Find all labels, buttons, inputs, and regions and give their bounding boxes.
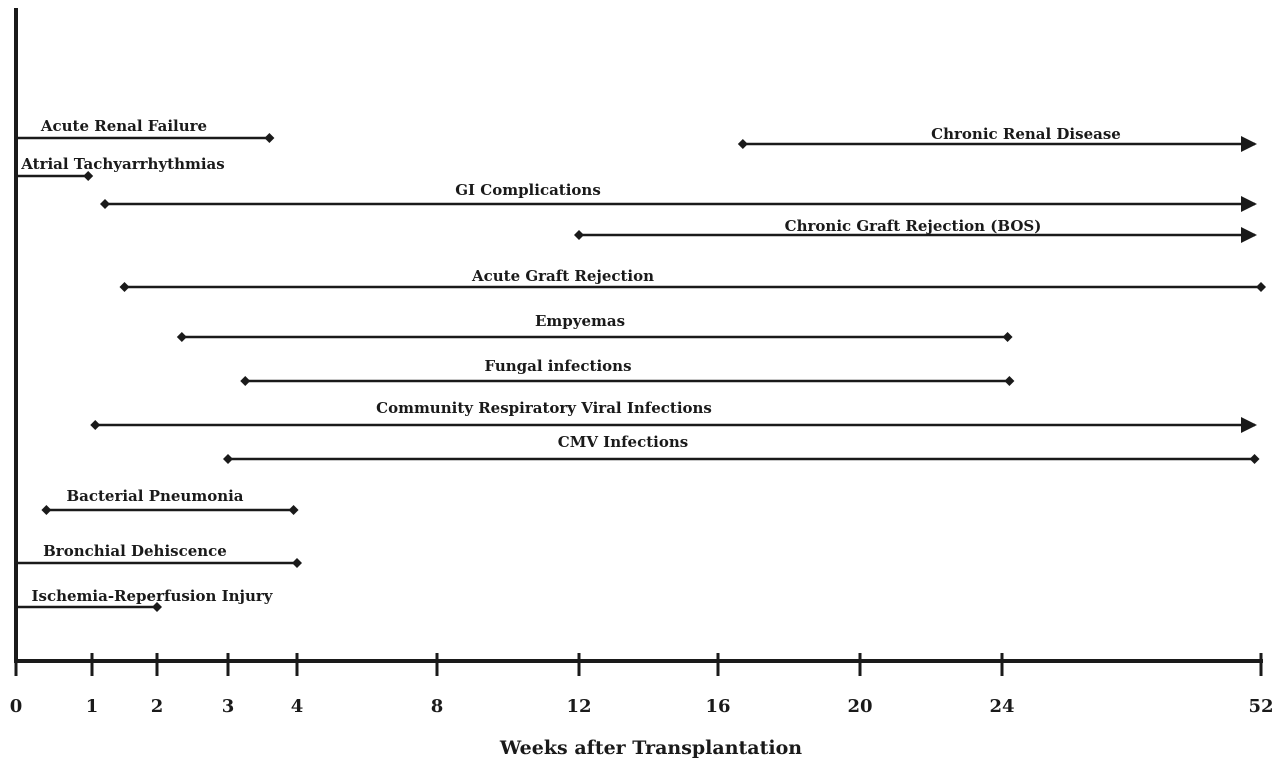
- timeline-bar-label: Fungal infections: [484, 357, 631, 375]
- timeline-arrow-head: [1241, 227, 1257, 243]
- timeline-bar: Atrial Tachyarrhythmias: [16, 155, 225, 181]
- timeline-end-marker: [1004, 376, 1015, 386]
- timeline-end-marker: [1002, 332, 1013, 342]
- x-tick-label: 24: [989, 696, 1014, 717]
- x-axis-label: Weeks after Transplantation: [499, 737, 802, 759]
- timeline-bar: Bacterial Pneumonia: [41, 487, 299, 515]
- x-tick-label: 52: [1248, 696, 1273, 717]
- timeline-bar: Fungal infections: [240, 357, 1015, 386]
- x-tick-label: 3: [222, 696, 235, 717]
- timeline-arrow-head: [1241, 136, 1257, 152]
- timeline-start-marker: [240, 376, 251, 386]
- timeline-start-marker: [119, 282, 130, 292]
- timeline-start-marker: [176, 332, 187, 342]
- timeline-start-marker: [737, 139, 748, 149]
- timeline-bar: Acute Graft Rejection: [119, 267, 1266, 292]
- timeline-bar-label: Empyemas: [535, 312, 625, 330]
- timeline-bar: Chronic Graft Rejection (BOS): [574, 217, 1257, 243]
- timeline-bar: Empyemas: [176, 312, 1013, 342]
- timeline-bar: Ischemia-Reperfusion Injury: [16, 587, 274, 612]
- x-tick-label: 2: [151, 696, 164, 717]
- x-tick-label: 8: [431, 696, 444, 717]
- x-tick-label: 4: [291, 696, 304, 717]
- timeline-bar-label: Acute Graft Rejection: [471, 267, 654, 285]
- x-axis-ticks: 0 1 2 3 4 8 12 16 20 24 52: [10, 653, 1273, 717]
- timeline-bar-label: Bacterial Pneumonia: [66, 487, 243, 505]
- timeline-bar-label: Chronic Graft Rejection (BOS): [785, 217, 1042, 235]
- timeline-end-marker: [1249, 454, 1260, 464]
- timeline-bar: Acute Renal Failure: [16, 117, 275, 143]
- timeline-bar-label: Community Respiratory Viral Infections: [376, 399, 712, 417]
- timeline-bar-label: Ischemia-Reperfusion Injury: [31, 587, 273, 605]
- timeline-start-marker: [223, 454, 233, 464]
- timeline-end-marker: [152, 602, 162, 612]
- timeline-bar-label: GI Complications: [455, 181, 601, 199]
- timeline-arrow-head: [1241, 196, 1257, 212]
- timeline-end-marker: [1256, 282, 1266, 292]
- timeline-start-marker: [41, 505, 52, 515]
- timeline-bar: Bronchial Dehiscence: [16, 542, 302, 568]
- timeline-end-marker: [83, 171, 94, 181]
- timeline-start-marker: [574, 230, 584, 240]
- timeline-arrow-head: [1241, 417, 1257, 433]
- x-tick-label: 1: [86, 696, 99, 717]
- timeline-end-marker: [292, 558, 302, 568]
- timeline-start-marker: [90, 420, 101, 430]
- timeline-start-marker: [100, 199, 110, 209]
- timeline-bar-label: Acute Renal Failure: [40, 117, 207, 135]
- timeline-bar-label: CMV Infections: [558, 433, 688, 451]
- x-tick-label: 12: [566, 696, 591, 717]
- timeline-bar: CMV Infections: [223, 433, 1260, 464]
- x-tick-label: 16: [705, 696, 730, 717]
- timeline-bar: Chronic Renal Disease: [737, 125, 1257, 152]
- timeline-end-marker: [288, 505, 299, 515]
- timeline-bar-label: Atrial Tachyarrhythmias: [20, 155, 224, 173]
- timeline-end-marker: [264, 133, 275, 143]
- timeline-bar: Community Respiratory Viral Infections: [90, 399, 1257, 433]
- timeline-bars: Acute Renal Failure Chronic Renal Disease…: [16, 117, 1266, 612]
- timeline-bar-label: Bronchial Dehiscence: [43, 542, 227, 560]
- timeline-bar-label: Chronic Renal Disease: [931, 125, 1121, 143]
- x-tick-label: 0: [10, 696, 23, 717]
- timeline-bar: GI Complications: [100, 181, 1257, 212]
- x-tick-label: 20: [847, 696, 872, 717]
